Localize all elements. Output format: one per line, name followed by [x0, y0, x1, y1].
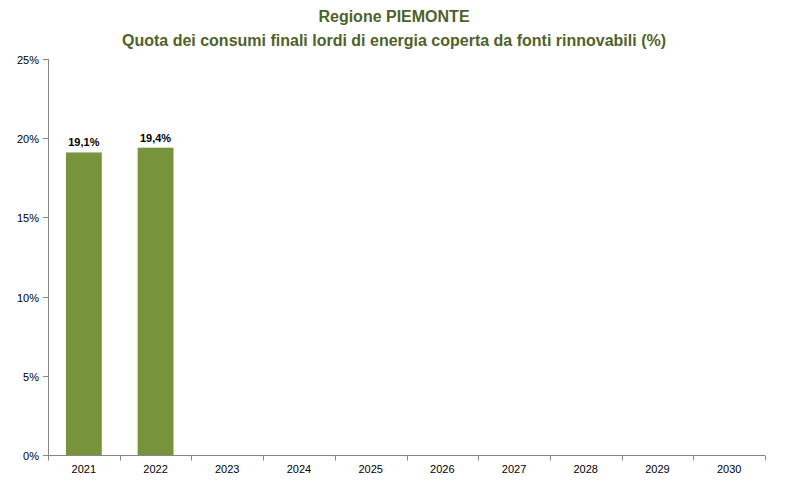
- x-axis-line: [48, 455, 765, 456]
- x-tick-label: 2021: [72, 463, 96, 475]
- x-tick-label: 2022: [143, 463, 167, 475]
- x-tick: [622, 456, 623, 461]
- y-tick-label: 25%: [17, 54, 39, 66]
- y-tick-label: 5%: [23, 371, 39, 383]
- y-tick: [43, 376, 48, 377]
- x-tick: [335, 456, 336, 461]
- x-tick: [407, 456, 408, 461]
- x-tick: [478, 456, 479, 461]
- x-tick-label: 2026: [430, 463, 454, 475]
- x-tick-label: 2024: [287, 463, 311, 475]
- bar: [138, 148, 174, 455]
- x-tick: [48, 456, 49, 461]
- chart-svg: Regione PIEMONTE Quota dei consumi finali…: [0, 0, 788, 496]
- y-tick: [43, 59, 48, 60]
- x-tick: [550, 456, 551, 461]
- data-label: 19,4%: [140, 132, 171, 144]
- chart-title: Regione PIEMONTE: [318, 8, 469, 25]
- x-tick: [765, 456, 766, 461]
- y-tick-label: 0%: [23, 450, 39, 462]
- chart-container: Regione PIEMONTE Quota dei consumi finali…: [0, 0, 788, 496]
- y-tick-label: 15%: [17, 212, 39, 224]
- y-tick: [43, 138, 48, 139]
- y-axis-line: [48, 59, 49, 455]
- x-tick-label: 2029: [645, 463, 669, 475]
- chart-subtitle: Quota dei consumi finali lordi di energi…: [122, 32, 666, 49]
- data-labels: 19,1% 19,4%: [68, 132, 171, 149]
- bars: [66, 148, 174, 455]
- bar: [66, 152, 102, 455]
- y-tick: [43, 455, 48, 456]
- x-tick-label: 2028: [574, 463, 598, 475]
- y-tick-label: 10%: [17, 292, 39, 304]
- x-tick: [263, 456, 264, 461]
- data-label: 19,1%: [68, 136, 99, 148]
- y-tick-label: 20%: [17, 133, 39, 145]
- x-tick-label: 2025: [358, 463, 382, 475]
- y-tick: [43, 217, 48, 218]
- x-tick-label: 2027: [502, 463, 526, 475]
- x-tick: [191, 456, 192, 461]
- x-tick-label: 2023: [215, 463, 239, 475]
- y-tick: [43, 297, 48, 298]
- x-tick-label: 2030: [717, 463, 741, 475]
- x-tick: [693, 456, 694, 461]
- x-tick: [120, 456, 121, 461]
